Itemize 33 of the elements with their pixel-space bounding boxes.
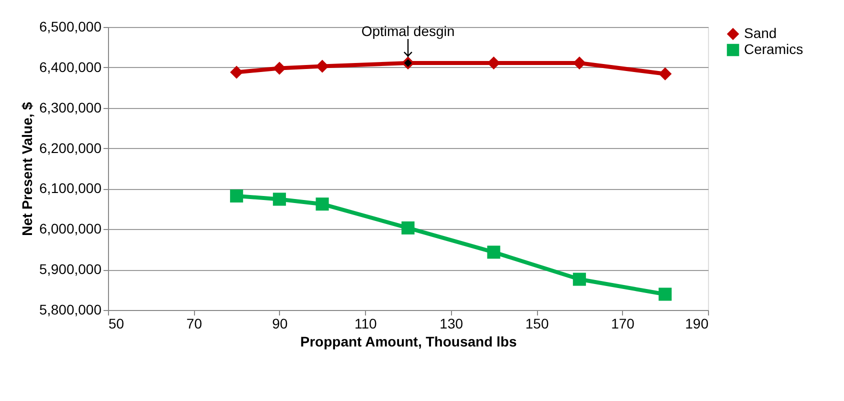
point xyxy=(401,221,415,234)
legend-label: Ceramics xyxy=(744,41,804,57)
point xyxy=(658,288,672,301)
point xyxy=(230,66,244,79)
y-tick-label: 6,400,000 xyxy=(39,58,102,75)
point xyxy=(316,60,329,73)
x-tick-label: 190 xyxy=(685,316,709,332)
x-tick-label: 70 xyxy=(186,316,202,332)
x-tick-label: 170 xyxy=(611,316,635,332)
point xyxy=(487,56,500,70)
point xyxy=(658,67,672,80)
annotation: Optimal desgin xyxy=(361,22,455,39)
y-tick-label: 5,900,000 xyxy=(39,261,102,278)
x-tick-label: 130 xyxy=(440,316,464,332)
legend-label: Sand xyxy=(744,25,777,41)
point xyxy=(272,62,286,75)
x-tick-label: 110 xyxy=(354,316,378,332)
y-tick-label: 5,800,000 xyxy=(39,302,102,318)
x-tick-label: 150 xyxy=(525,316,549,332)
point xyxy=(316,198,329,211)
point xyxy=(230,189,244,203)
y-tick-label: 6,000,000 xyxy=(39,220,102,237)
x-axis-title: Proppant Amount, Thousand lbs xyxy=(300,334,517,350)
x-tick-label: 90 xyxy=(272,316,288,332)
y-tick-label: 6,100,000 xyxy=(39,180,102,196)
y-axis-title: Net Present Value, $ xyxy=(19,102,36,236)
y-tick-label: 6,200,000 xyxy=(39,140,102,156)
point xyxy=(272,192,286,206)
point xyxy=(572,272,586,286)
point xyxy=(487,246,500,259)
y-tick-label: 6,300,000 xyxy=(39,99,102,116)
y-tick-label: 6,500,000 xyxy=(39,18,102,34)
x-tick-label: 50 xyxy=(108,316,124,332)
